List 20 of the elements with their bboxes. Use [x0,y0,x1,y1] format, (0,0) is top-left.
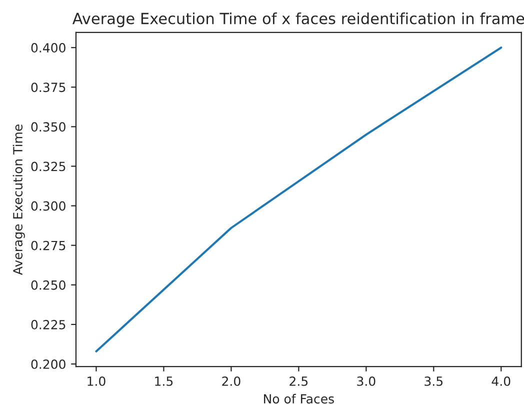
x-tick-label: 2.0 [222,376,240,386]
chart-title: Average Execution Time of x faces reidentification in frame [72,12,524,28]
x-tick-label: 2.5 [290,376,308,386]
y-tick-label: 0.300 [31,201,66,211]
x-tick-label: 4.0 [492,376,510,386]
y-axis-title: Average Execution Time [12,124,25,275]
y-tick-label: 0.375 [31,82,66,92]
x-tick-label: 1.0 [88,376,106,386]
y-tick-label: 0.400 [31,43,66,53]
x-tick-label: 3.5 [424,376,442,386]
y-tick-label: 0.275 [31,240,66,250]
x-tick-label: 1.5 [155,376,173,386]
x-tick-label: 3.0 [357,376,376,386]
y-tick-label: 0.225 [31,320,66,330]
line-series [95,46,502,352]
y-tick-label: 0.350 [31,122,66,132]
y-tick-label: 0.250 [31,280,66,290]
y-tick-label: 0.200 [31,359,66,369]
x-axis-title: No of Faces [264,394,334,404]
y-tick-label: 0.325 [31,162,66,172]
